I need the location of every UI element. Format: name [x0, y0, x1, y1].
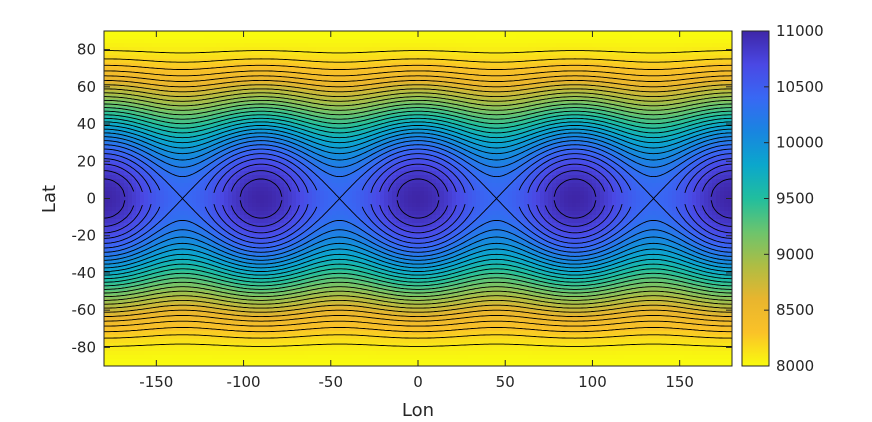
contour-line [104, 92, 732, 102]
contour-line [104, 203, 732, 239]
contour-line [104, 290, 732, 301]
contour-line [104, 299, 732, 309]
contour-line [104, 229, 732, 257]
contour-line [104, 64, 732, 70]
x-tick-label: 0 [413, 373, 423, 391]
colorbar-tick-label: 10000 [776, 134, 824, 152]
contour-line [104, 277, 732, 290]
y-tick-label: -80 [72, 338, 97, 356]
contour-line [104, 70, 732, 77]
y-axis: -80 -60 -40 -20 0 20 40 60 80 [72, 41, 732, 356]
y-tick-label: 20 [77, 152, 96, 170]
contour-line [104, 272, 732, 287]
contour-line [104, 158, 732, 194]
y-axis-title: Lat [39, 185, 60, 213]
contour-line [104, 84, 732, 93]
contour-line [104, 295, 732, 305]
y-tick-label: 0 [86, 190, 96, 208]
contour-line [104, 286, 732, 298]
x-tick-label: 100 [578, 373, 607, 391]
contour-line [104, 132, 732, 155]
contour-line [104, 170, 732, 192]
contour-line [104, 163, 732, 193]
contour-line [104, 253, 732, 272]
contour-line [104, 140, 732, 168]
contour-line [104, 125, 732, 144]
contour-line [104, 343, 732, 347]
contour-line [104, 88, 732, 98]
contour-line [104, 268, 732, 283]
colorbar-tick-label: 9500 [776, 190, 814, 208]
colorbar-tick-label: 8000 [776, 357, 814, 375]
contour-line [104, 309, 732, 318]
contour-line [104, 136, 732, 161]
contour-line [104, 205, 732, 227]
contour-line [104, 153, 732, 191]
colorbar-tick-label: 8500 [776, 301, 814, 319]
x-axis: -150 -100 -50 0 50 100 150 [139, 31, 694, 391]
contour-line [104, 103, 732, 116]
y-tick-label: -40 [72, 264, 97, 282]
contour-line [104, 327, 732, 333]
contour-line [104, 304, 732, 313]
contour-line [104, 117, 732, 134]
contour-line [104, 206, 732, 244]
x-tick-label: 50 [496, 373, 515, 391]
plot-area [103, 30, 733, 367]
contour-line [104, 110, 732, 125]
y-tick-label: -60 [72, 301, 97, 319]
contour-line [104, 178, 732, 197]
contour-fill [104, 31, 732, 366]
contour-line [104, 334, 732, 339]
contour-lines [104, 50, 732, 347]
contour-line [104, 107, 732, 120]
contour-line [104, 248, 732, 269]
y-tick-label: 40 [77, 115, 96, 133]
colorbar-tick-label: 10500 [776, 78, 824, 96]
colorbar-ticks: 8000 8500 9000 9500 10000 10500 11000 [764, 22, 824, 375]
y-tick-label: 80 [77, 41, 96, 59]
x-tick-label: -100 [227, 373, 261, 391]
contour-line [104, 121, 732, 139]
contour-line [104, 242, 732, 265]
colorbar: 8000 8500 9000 9500 10000 10500 11000 [741, 22, 824, 375]
contour-line [104, 99, 732, 111]
contour-line [104, 144, 732, 178]
contour-line [104, 315, 732, 322]
x-tick-label: -50 [319, 373, 344, 391]
contour-line [104, 148, 732, 200]
colorbar-tick-label: 9000 [776, 245, 814, 263]
x-axis-title: Lon [402, 400, 434, 421]
colorbar-tick-label: 11000 [776, 22, 824, 40]
contour-line [104, 204, 732, 234]
y-tick-label: 60 [77, 78, 96, 96]
contour-line [104, 320, 732, 327]
contour-line [104, 128, 732, 149]
contour-line [104, 75, 732, 82]
y-tick-label: -20 [72, 227, 97, 245]
x-tick-label: 150 [665, 373, 694, 391]
contour-line [104, 79, 732, 88]
contour-line [104, 197, 732, 249]
contour-line [104, 200, 732, 219]
contour-line [104, 236, 732, 261]
contour-line [104, 219, 732, 253]
contour-line [104, 258, 732, 276]
contour-line [104, 263, 732, 280]
x-tick-label: -150 [139, 373, 173, 391]
contour-line [104, 281, 732, 294]
contour-line [104, 58, 732, 63]
contour-line [104, 96, 732, 107]
contour-line [104, 50, 732, 54]
contour-line [104, 114, 732, 129]
